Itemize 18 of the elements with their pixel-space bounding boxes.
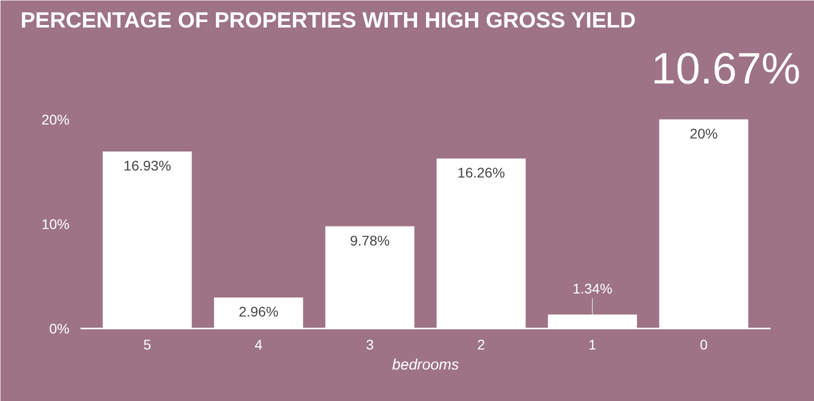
y-tick-label: 20%: [41, 111, 70, 128]
x-tick-label: 1: [588, 336, 597, 352]
y-tick-label: 0%: [49, 320, 70, 336]
x-tick-label: 4: [254, 336, 263, 352]
x-tick-label: 0: [700, 336, 708, 352]
data-label: 16.93%: [124, 158, 172, 174]
data-label: 20%: [690, 125, 718, 142]
chart-title: PERCENTAGE OF PROPERTIES WITH HIGH GROSS YIELD: [20, 8, 636, 32]
data-label: 16.26%: [457, 164, 505, 181]
x-tick-label: 2: [477, 336, 486, 352]
x-tick-label: 5: [143, 336, 152, 352]
data-label: 1.34%: [572, 280, 612, 296]
data-label: 2.96%: [238, 304, 278, 320]
data-label: 9.78%: [350, 232, 390, 248]
text: 10.67%: [651, 44, 801, 94]
y-tick-label: 10%: [41, 216, 70, 232]
x-tick-label: 3: [366, 336, 374, 352]
x-axis-title: bedrooms: [392, 356, 460, 374]
